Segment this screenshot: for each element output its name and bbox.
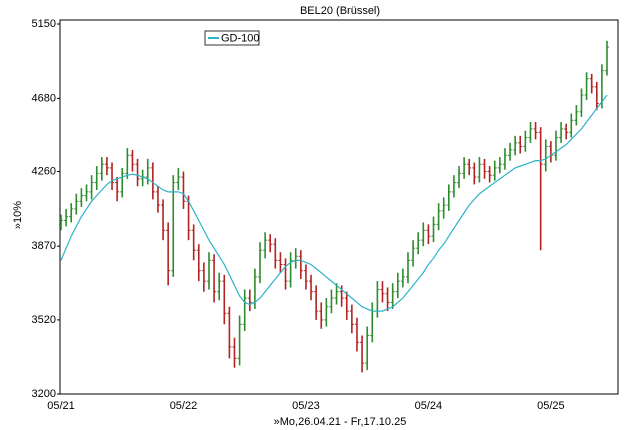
y-axis-label: »10% [12,201,24,229]
x-tick-label: 05/22 [170,400,198,412]
legend-label: GD-100 [221,32,260,44]
plot-frame [59,19,619,395]
x-axis-label: »Mo,26.04.21 - Fr,17.10.25 [274,416,407,428]
x-tick-label: 05/25 [537,400,565,412]
x-tick-label: 05/24 [415,400,443,412]
legend: GD-100 [204,30,260,46]
y-tick-label: 3870 [32,240,56,252]
y-tick-label: 3520 [32,314,56,326]
legend-box [204,30,260,46]
x-tick-label: 05/21 [47,400,75,412]
x-tick-label: 05/23 [292,400,320,412]
y-tick-label: 5150 [32,18,56,30]
chart-title: BEL20 (Brüssel) [300,5,380,17]
y-tick-label: 4260 [32,165,56,177]
moving-average-line [60,94,608,312]
y-tick-label: 4680 [32,92,56,104]
y-tick-label: 3200 [32,388,56,400]
